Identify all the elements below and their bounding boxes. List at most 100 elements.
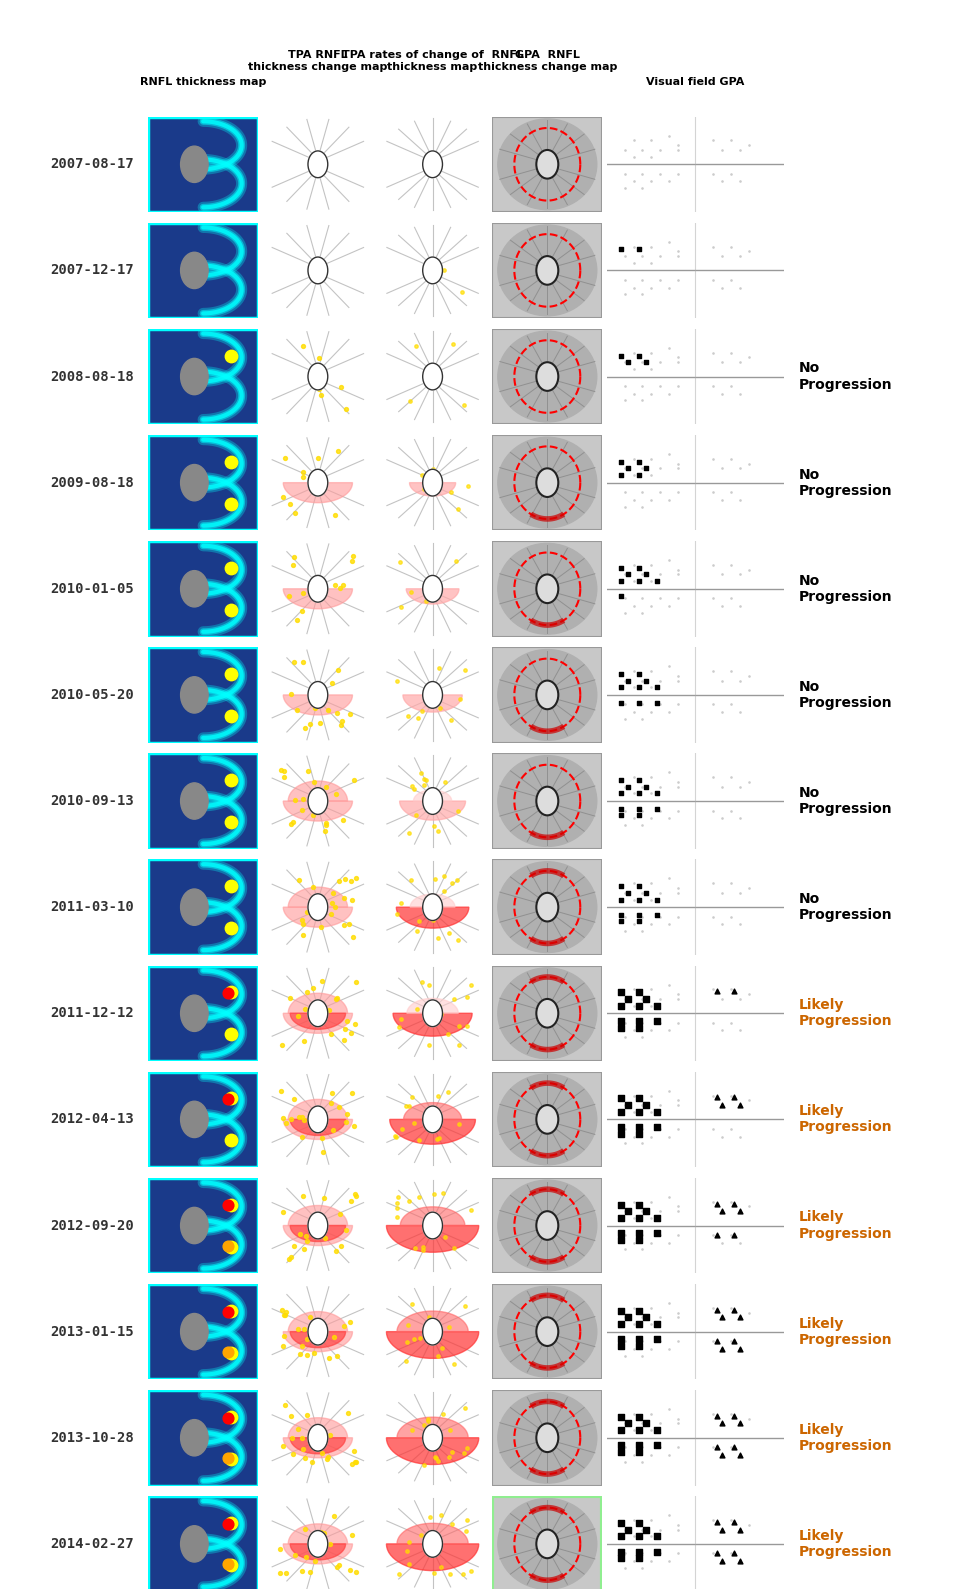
Ellipse shape (181, 1208, 208, 1244)
Point (732, 1411, 748, 1436)
Point (390, 1195, 405, 1220)
Point (635, 160, 650, 186)
Point (346, 923, 361, 949)
Point (714, 593, 729, 618)
Point (706, 1011, 721, 1036)
Point (431, 1206, 446, 1231)
Ellipse shape (181, 1101, 208, 1138)
Point (626, 356, 641, 381)
Point (635, 1222, 650, 1247)
Point (626, 1100, 641, 1125)
Point (294, 1104, 310, 1130)
Point (724, 127, 739, 153)
Point (342, 1309, 358, 1335)
Point (221, 1551, 236, 1576)
Text: 2013-01-15: 2013-01-15 (50, 1325, 134, 1338)
Point (631, 802, 646, 828)
Point (643, 1189, 659, 1214)
Point (631, 1510, 646, 1535)
Point (631, 450, 646, 475)
Point (344, 887, 359, 912)
Ellipse shape (536, 1104, 558, 1133)
Point (614, 237, 629, 262)
Ellipse shape (423, 364, 443, 389)
Point (290, 607, 305, 632)
Polygon shape (283, 694, 353, 715)
Point (292, 1104, 307, 1130)
Ellipse shape (536, 149, 558, 178)
Point (652, 667, 667, 693)
Point (338, 1109, 354, 1135)
Point (714, 1517, 729, 1543)
Point (294, 912, 310, 938)
Point (649, 1114, 664, 1139)
Ellipse shape (498, 543, 597, 634)
Point (614, 1510, 629, 1535)
Point (670, 982, 685, 1007)
Point (288, 501, 303, 526)
Point (331, 658, 346, 683)
Point (714, 1411, 729, 1436)
Point (643, 1548, 659, 1573)
Ellipse shape (423, 469, 443, 496)
Point (626, 1524, 641, 1549)
Point (333, 1201, 348, 1227)
Point (618, 1092, 633, 1117)
Point (727, 1085, 742, 1111)
Point (618, 1305, 633, 1330)
Point (662, 168, 677, 194)
Polygon shape (288, 993, 348, 1014)
Point (312, 377, 327, 402)
Point (670, 1411, 685, 1436)
Point (416, 1452, 431, 1478)
Point (275, 1333, 291, 1359)
Point (635, 1305, 650, 1330)
Point (631, 1311, 646, 1336)
Point (223, 915, 238, 941)
Point (709, 1085, 725, 1111)
Point (223, 597, 238, 623)
Point (635, 267, 650, 292)
Point (441, 920, 456, 945)
Point (727, 1541, 742, 1567)
Point (643, 381, 659, 407)
Point (649, 1100, 664, 1125)
Point (635, 1198, 650, 1224)
Point (631, 1333, 646, 1359)
Point (313, 710, 328, 736)
Point (639, 667, 654, 693)
Point (706, 586, 721, 612)
Point (315, 1139, 331, 1165)
Point (331, 1552, 346, 1578)
Polygon shape (283, 590, 353, 609)
Point (294, 798, 310, 823)
Polygon shape (386, 1332, 479, 1359)
Point (706, 1189, 721, 1214)
Point (724, 658, 739, 683)
Point (670, 1513, 685, 1538)
Point (315, 1114, 330, 1139)
Point (283, 682, 298, 707)
Point (618, 281, 633, 307)
Point (343, 1020, 358, 1046)
Point (626, 1017, 641, 1042)
Point (643, 1336, 659, 1362)
Point (345, 1522, 360, 1548)
Point (416, 772, 431, 798)
Text: 2011-12-12: 2011-12-12 (50, 1006, 134, 1020)
Point (724, 234, 739, 259)
Point (618, 1130, 633, 1155)
Point (635, 175, 650, 200)
Point (274, 1297, 290, 1322)
Point (614, 767, 629, 793)
Point (614, 569, 629, 594)
Point (631, 1538, 646, 1564)
Point (620, 987, 636, 1012)
Point (635, 456, 650, 481)
Point (714, 456, 729, 481)
Point (431, 655, 446, 680)
Point (460, 1014, 475, 1039)
Point (326, 1324, 341, 1349)
Point (741, 451, 756, 477)
Point (620, 880, 636, 906)
